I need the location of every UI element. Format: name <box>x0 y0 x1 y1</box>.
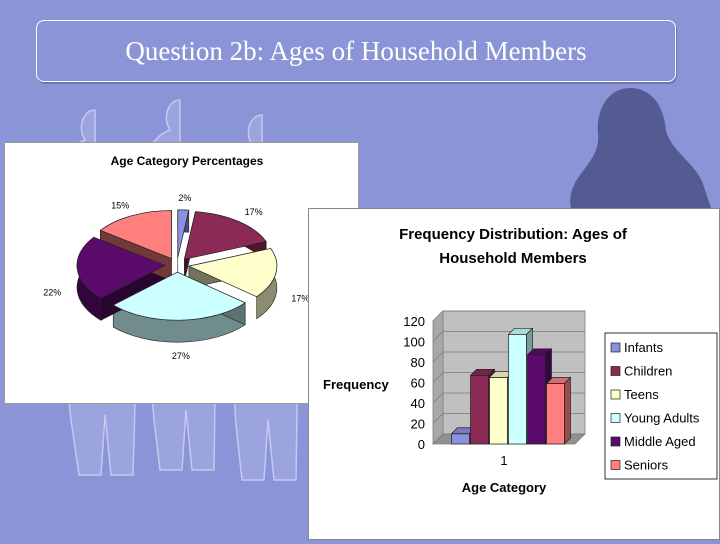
dark-silhouette <box>570 88 712 211</box>
slide-title: Question 2b: Ages of Household Members <box>125 35 587 66</box>
bar-children <box>470 374 489 445</box>
y-tick-label: 40 <box>411 396 425 411</box>
pie-value-label: 17% <box>291 294 309 304</box>
bar-seniors <box>546 383 565 445</box>
pie-slice-seniors <box>99 210 172 260</box>
legend-swatch <box>610 436 621 447</box>
legend-swatch <box>610 413 621 423</box>
bar-middle-aged <box>527 354 546 445</box>
pie-value-label: 27% <box>172 351 190 361</box>
y-tick-label: 80 <box>411 355 425 370</box>
pie-value-label: 22% <box>43 287 61 297</box>
legend-swatch <box>610 366 621 376</box>
x-tick-label: 1 <box>500 453 507 468</box>
pie-chart-panel: Age Category Percentages 2% 17% 17% 27% 22% 1… <box>4 142 359 404</box>
slide-title-box: Question 2b: Ages of Household Members <box>36 20 676 82</box>
legend-box <box>604 332 718 480</box>
legend-label: Middle Aged <box>624 434 696 449</box>
pie-slice-young-adults <box>112 271 246 321</box>
pie-value-label: 17% <box>245 207 263 217</box>
bar-chart-title-line-2: Household Members <box>439 250 587 267</box>
bar-young-adults <box>508 333 527 445</box>
y-tick-label: 120 <box>403 314 425 329</box>
bar-infants <box>451 433 470 445</box>
pie-slice-middle-aged <box>76 236 166 299</box>
gridline <box>432 310 585 322</box>
bar-teens <box>489 377 508 445</box>
y-tick-label: 0 <box>418 437 425 452</box>
gridline <box>432 331 585 342</box>
x-axis-label: Age Category <box>462 480 547 495</box>
pie-slice-infants <box>177 209 190 258</box>
legend-swatch <box>610 342 621 353</box>
pie-chart: Age Category Percentages 2% 17% 17% 27% 22% 1… <box>43 154 309 361</box>
pie-slice-teens <box>187 248 278 298</box>
legend-label: Seniors <box>624 458 669 473</box>
pie-chart-title: Age Category Percentages <box>111 154 264 168</box>
pie-value-label: 2% <box>178 193 191 203</box>
bar-chart: Frequency Distribution: Ages of Househol… <box>323 226 718 495</box>
legend-swatch <box>610 389 621 400</box>
y-tick-label: 20 <box>411 417 425 432</box>
pie-value-label: 15% <box>111 200 129 210</box>
legend-label: Children <box>624 364 672 379</box>
bar-chart-panel: Frequency Distribution: Ages of Househol… <box>308 208 720 540</box>
bar-side <box>564 376 571 445</box>
legend-label: Teens <box>624 387 659 402</box>
y-tick-label: 60 <box>411 376 425 391</box>
bar-chart-title-line-1: Frequency Distribution: Ages of <box>399 226 628 243</box>
y-axis-label: Frequency <box>323 377 390 392</box>
legend-swatch <box>610 460 621 470</box>
legend-label: Young Adults <box>624 411 700 426</box>
legend-label: Infants <box>624 340 664 355</box>
y-tick-label: 100 <box>403 335 425 350</box>
pie-slice-children <box>183 211 267 260</box>
